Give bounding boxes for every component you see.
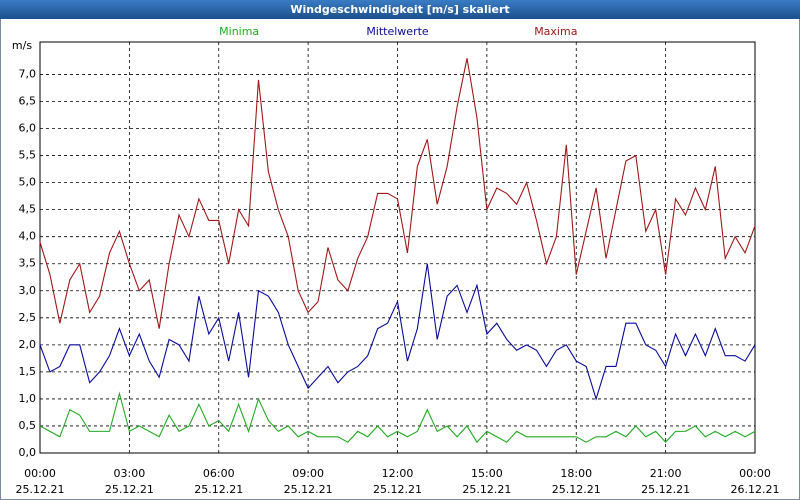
- x-tick-label: 00:00: [739, 467, 771, 480]
- x-tick-label: 03:00: [114, 467, 146, 480]
- x-tick-date: 25.12.21: [194, 483, 243, 496]
- chart-title: Windgeschwindigkeit [m/s] skaliert: [290, 3, 509, 16]
- title-bar: [0, 0, 800, 19]
- series-line: [39, 263, 756, 401]
- x-tick-date: 25.12.21: [16, 483, 65, 496]
- y-tick-label: 7,0: [19, 67, 37, 80]
- x-tick-date: 26.12.21: [731, 483, 780, 496]
- y-tick-label: 2,0: [19, 338, 37, 351]
- x-tick-label: 00:00: [24, 467, 56, 480]
- legend-entry: Maxima: [534, 25, 577, 38]
- y-tick-label: 3,5: [19, 257, 37, 270]
- x-tick-label: 18:00: [560, 467, 592, 480]
- y-tick-label: 1,5: [19, 365, 37, 378]
- x-tick-label: 09:00: [292, 467, 324, 480]
- x-tick-date: 25.12.21: [552, 483, 601, 496]
- x-tick-label: 06:00: [203, 467, 235, 480]
- x-tick-label: 21:00: [650, 467, 682, 480]
- y-tick-label: 6,5: [19, 94, 37, 107]
- x-tick-label: 15:00: [471, 467, 503, 480]
- plot-frame: [39, 41, 756, 454]
- series-line: [39, 58, 756, 329]
- y-tick-label: 0,5: [19, 419, 37, 432]
- y-tick-label: 4,0: [19, 230, 37, 243]
- y-tick-label: 6,0: [19, 122, 37, 135]
- legend-entry: Minima: [219, 25, 259, 38]
- x-tick-date: 25.12.21: [462, 483, 511, 496]
- y-tick-label: 4,5: [19, 203, 37, 216]
- legend-entry: Mittelwerte: [366, 25, 429, 38]
- series-line: [39, 391, 756, 444]
- x-tick-date: 25.12.21: [641, 483, 690, 496]
- y-tick-label: 5,5: [19, 149, 37, 162]
- x-tick-date: 25.12.21: [373, 483, 422, 496]
- x-tick-date: 25.12.21: [105, 483, 154, 496]
- y-tick-label: 3,0: [19, 284, 37, 297]
- x-tick-label: 12:00: [382, 467, 414, 480]
- y-tick-label: 0,0: [19, 446, 37, 459]
- y-tick-label: 2,5: [19, 311, 37, 324]
- y-tick-label: 5,0: [19, 176, 37, 189]
- x-tick-date: 25.12.21: [284, 483, 333, 496]
- y-tick-label: 1,0: [19, 392, 37, 405]
- y-axis-label: m/s: [12, 39, 32, 52]
